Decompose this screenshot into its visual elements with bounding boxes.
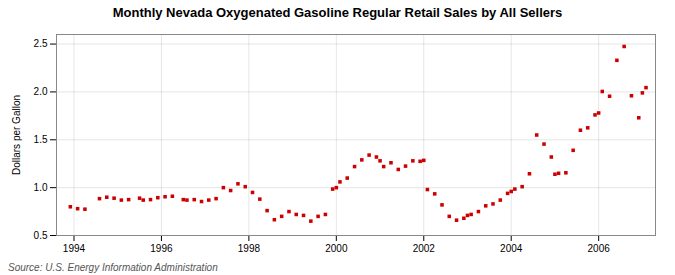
html-text:Monthly Nevada Oxygenated Gaso: Monthly Nevada Oxygenated Gasoline Regul… [112, 5, 563, 20]
svg-text:1.5: 1.5 [34, 134, 48, 145]
svg-text:2.5: 2.5 [34, 38, 48, 49]
svg-text:0.5: 0.5 [34, 230, 48, 241]
svg-text:1.0: 1.0 [34, 182, 48, 193]
svg-text:1996: 1996 [150, 243, 173, 254]
svg-text:2006: 2006 [588, 243, 611, 254]
svg-text:2000: 2000 [325, 243, 348, 254]
html-text:Source: U.S. Energy Informatio: Source: U.S. Energy Information Administ… [8, 262, 218, 273]
svg-text:1998: 1998 [238, 243, 261, 254]
svg-text:1994: 1994 [63, 243, 86, 254]
svg-text:2002: 2002 [413, 243, 436, 254]
svg-text:Dollars per Gallon: Dollars per Gallon [11, 95, 22, 175]
svg-text:2.0: 2.0 [34, 86, 48, 97]
svg-text:2004: 2004 [500, 243, 523, 254]
